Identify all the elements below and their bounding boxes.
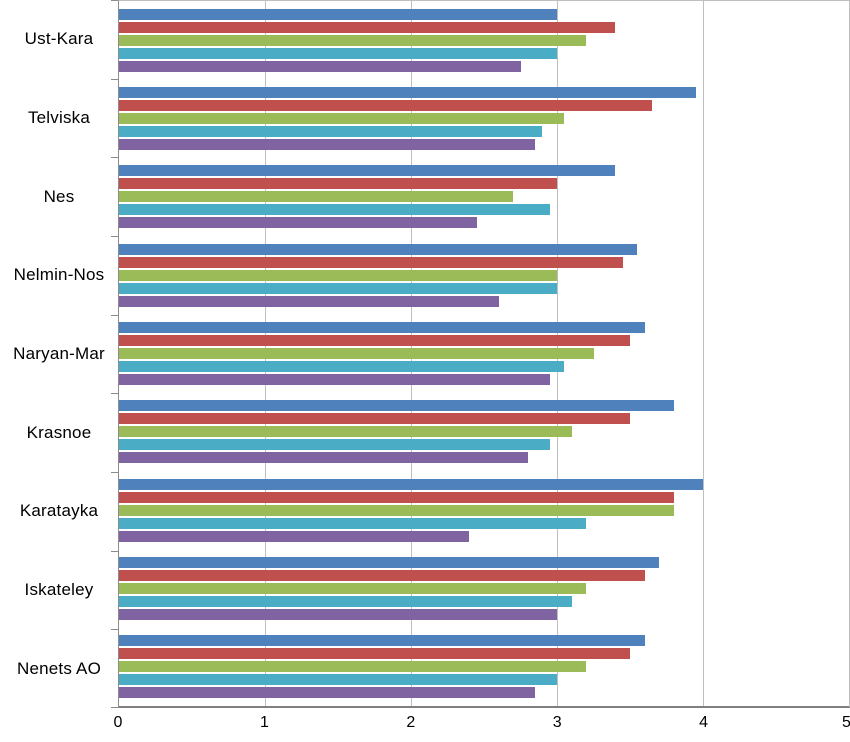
bar-group-naryan-mar (119, 314, 849, 392)
bar-series-2-red (119, 648, 630, 660)
bar-group-krasnoe (119, 393, 849, 471)
plot-row: Ust-Kara Telviska Nes Nelmin-Nos Naryan-Mar K… (0, 0, 850, 708)
bar-series-1-blue (119, 400, 674, 412)
bar-series-3-green (119, 426, 572, 438)
bar-series-2-red (119, 334, 630, 346)
x-axis: 0 1 2 3 4 5 (114, 710, 850, 740)
bar-series-1-blue (119, 478, 703, 490)
category-label: Nes (43, 186, 75, 206)
x-tick-label: 5 (841, 714, 850, 731)
bar-series-3-green (119, 191, 514, 203)
category-axis-tick (111, 0, 118, 1)
bar-series-3-green (119, 582, 587, 594)
category-axis-tick (111, 393, 118, 395)
bar-series-1-blue (119, 635, 645, 647)
category-label: Iskateley (24, 580, 94, 600)
bar-series-2-red (119, 569, 645, 581)
bar-series-5-purple (119, 295, 499, 307)
bar-series-5-purple (119, 452, 528, 464)
bar-series-4-cyan (119, 47, 557, 59)
bar-series-1-blue (119, 321, 645, 333)
bar-series-5-purple (119, 217, 477, 229)
bar-series-2-red (119, 491, 674, 503)
bar-series-4-cyan (119, 282, 557, 294)
bar-series-5-purple (119, 60, 521, 72)
category-label: Nelmin-Nos (13, 265, 105, 285)
category-labels: Ust-Kara Telviska Nes Nelmin-Nos Naryan-Mar K… (0, 0, 118, 708)
x-tick-label: 1 (259, 714, 269, 731)
bar-series-2-red (119, 256, 623, 268)
x-tick-label: 0 (113, 714, 123, 731)
bar-series-3-green (119, 661, 587, 673)
bar-group-telviska (119, 79, 849, 157)
bar-series-4-cyan (119, 674, 557, 686)
bar-group-nenets-ao (119, 628, 849, 706)
category-axis-tick (111, 629, 118, 631)
category-axis-tick (111, 235, 118, 237)
bar-series-2-red (119, 99, 652, 111)
bar-group-nes (119, 158, 849, 236)
plot-area (118, 0, 850, 708)
bar-series-3-green (119, 112, 565, 124)
category-label: Ust-Kara (24, 29, 94, 49)
category-label: Telviska (27, 108, 91, 127)
category-label: Krasnoe (26, 422, 92, 442)
bar-series-1-blue (119, 8, 557, 20)
bar-series-4-cyan (119, 204, 550, 216)
bar-series-4-cyan (119, 595, 572, 607)
bar-series-3-green (119, 347, 594, 359)
category-axis-tick (111, 157, 118, 159)
category-axis-tick (111, 78, 118, 80)
gridline (703, 1, 704, 706)
bar-series-5-purple (119, 687, 536, 699)
bar-series-2-red (119, 21, 616, 33)
bar-series-2-red (119, 178, 557, 190)
bar-series-3-green (119, 34, 587, 46)
bar-series-1-blue (119, 86, 696, 98)
category-label: Nenets AO (16, 658, 101, 678)
bar-group-iskateley (119, 549, 849, 627)
category-axis-tick (111, 471, 118, 473)
bar-group-karatayka (119, 471, 849, 549)
bar-series-1-blue (119, 243, 638, 255)
x-tick-label: 4 (699, 714, 709, 731)
bar-series-1-blue (119, 556, 660, 568)
bar-group-ust-kara (119, 1, 849, 79)
bar-series-5-purple (119, 138, 536, 150)
bar-series-4-cyan (119, 517, 587, 529)
bar-series-5-purple (119, 373, 550, 385)
x-tick-label: 2 (406, 714, 416, 731)
category-axis-tick (111, 314, 118, 316)
bar-series-3-green (119, 269, 557, 281)
category-label: Karatayka (19, 501, 99, 521)
category-axis-tick (111, 707, 118, 708)
bar-series-4-cyan (119, 439, 550, 451)
category-label: Naryan-Mar (13, 344, 105, 364)
bar-series-4-cyan (119, 360, 565, 372)
bar-series-5-purple (119, 608, 557, 620)
bar-series-1-blue (119, 165, 616, 177)
bar-group-nelmin-nos (119, 236, 849, 314)
category-axis-tick (111, 550, 118, 552)
bars-container (119, 1, 849, 706)
bar-series-5-purple (119, 530, 470, 542)
x-tick-label: 3 (552, 714, 562, 731)
bar-series-4-cyan (119, 125, 543, 137)
bar-series-2-red (119, 413, 630, 425)
bar-series-3-green (119, 504, 674, 516)
